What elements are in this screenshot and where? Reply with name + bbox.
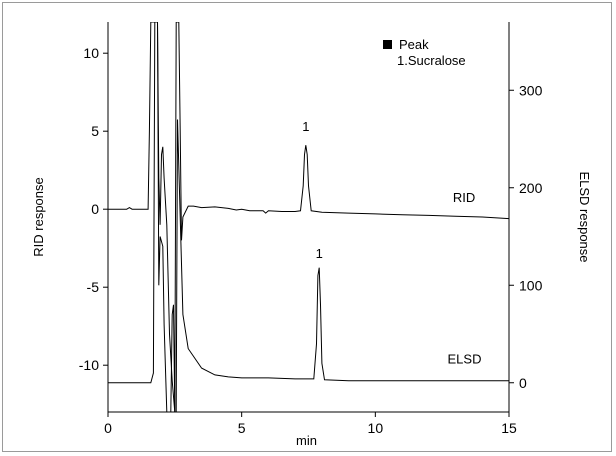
series-label-rid: RID xyxy=(453,190,475,205)
y-left-tick-label: 0 xyxy=(91,201,99,217)
y-right-tick-label: 200 xyxy=(519,180,543,196)
peak-label-elsd: 1 xyxy=(316,246,323,261)
series-line-elsd xyxy=(108,22,509,412)
series-label-elsd: ELSD xyxy=(448,351,482,366)
series-line-rid xyxy=(108,22,509,412)
y-left-tick-label: 5 xyxy=(91,123,99,139)
y-left-tick-label: 10 xyxy=(83,45,99,61)
x-axis-label: min xyxy=(296,433,317,448)
y-left-tick-label: -10 xyxy=(79,357,99,373)
y-left-tick-label: -5 xyxy=(87,279,100,295)
x-tick-label: 0 xyxy=(104,420,112,436)
y-left-axis-label: RID response xyxy=(31,177,46,256)
peak-label-rid: 1 xyxy=(302,119,309,134)
legend-item: 1.Sucralose xyxy=(397,53,466,68)
legend-marker xyxy=(383,40,392,49)
x-tick-label: 10 xyxy=(368,420,384,436)
x-tick-label: 5 xyxy=(238,420,246,436)
y-right-tick-label: 100 xyxy=(519,277,543,293)
chart-frame xyxy=(2,2,612,452)
y-right-tick-label: 0 xyxy=(519,375,527,391)
x-tick-label: 15 xyxy=(501,420,517,436)
y-right-tick-label: 300 xyxy=(519,82,543,98)
y-right-axis-label: ELSD response xyxy=(577,171,592,262)
legend-title: Peak xyxy=(399,37,429,52)
